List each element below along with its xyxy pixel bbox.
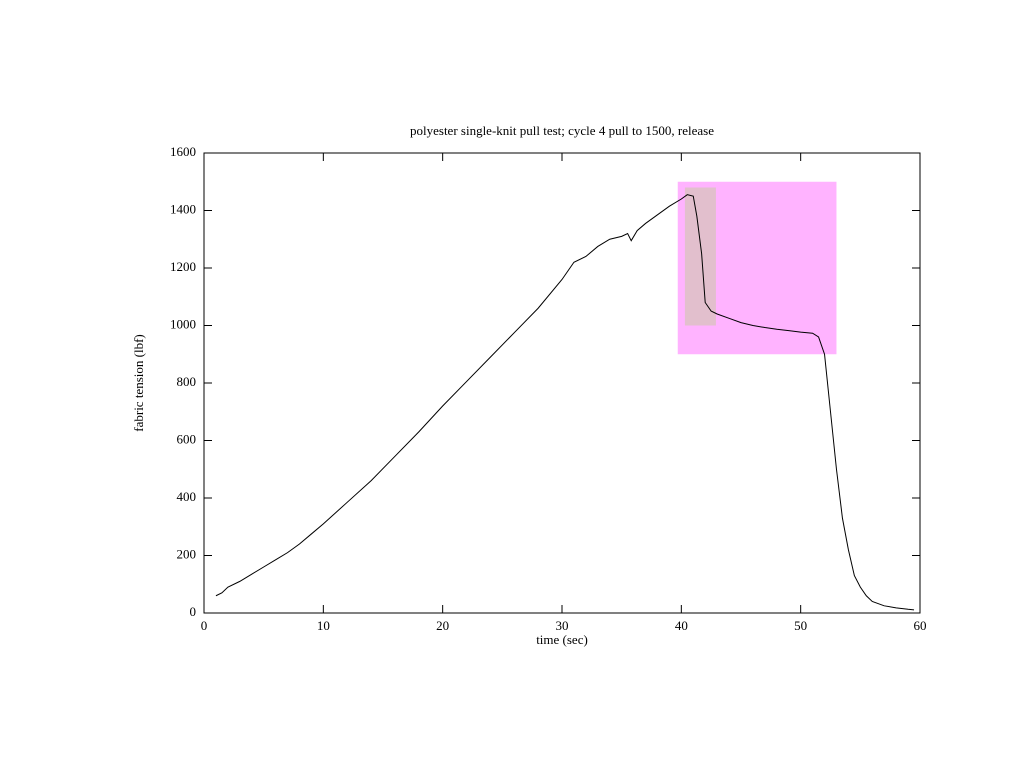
y-tick-label: 400 — [177, 489, 197, 504]
y-tick-label: 0 — [190, 604, 197, 619]
x-tick-label: 40 — [675, 618, 688, 633]
y-tick-label: 1200 — [170, 259, 196, 274]
x-axis-title: time (sec) — [536, 632, 588, 647]
x-tick-label: 30 — [556, 618, 569, 633]
highlight-region — [684, 187, 716, 326]
chart-title: polyester single-knit pull test; cycle 4… — [410, 123, 714, 138]
y-tick-label: 200 — [177, 546, 197, 561]
y-tick-label: 1400 — [170, 201, 196, 216]
x-tick-label: 50 — [794, 618, 807, 633]
y-tick-label: 1000 — [170, 316, 196, 331]
y-tick-label: 1600 — [170, 144, 196, 159]
data-line — [215, 194, 915, 611]
y-tick-label: 800 — [177, 374, 197, 389]
y-axis-title: fabric tension (lbf) — [131, 334, 146, 431]
y-tick-label: 600 — [177, 431, 197, 446]
x-tick-label: 0 — [201, 618, 208, 633]
x-tick-label: 10 — [317, 618, 330, 633]
x-tick-label: 20 — [436, 618, 449, 633]
x-tick-label: 60 — [914, 618, 927, 633]
